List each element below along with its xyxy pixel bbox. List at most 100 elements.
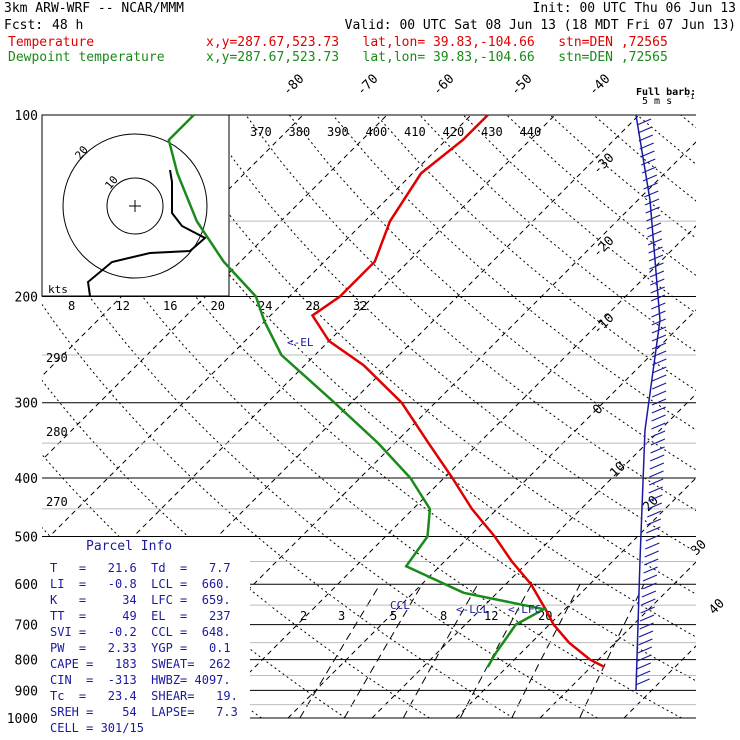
wind-barb xyxy=(651,326,667,334)
parcel-row: LI = -0.8 LCL = 660. xyxy=(50,577,231,591)
wind-barb xyxy=(651,302,666,310)
wind-barb xyxy=(649,462,665,470)
wind-barb xyxy=(636,118,652,126)
hodograph-trace xyxy=(86,169,207,297)
theta-label: 440 xyxy=(520,125,542,139)
wind-barb xyxy=(647,230,662,238)
pressure-label-100: 100 xyxy=(15,109,38,124)
isotherm xyxy=(42,115,556,629)
wind-barb xyxy=(646,518,662,526)
hodograph-speed-label: 8 xyxy=(68,299,75,313)
wind-barb xyxy=(642,174,658,182)
wind-barb xyxy=(643,182,658,190)
isotherm-label: -70 xyxy=(354,72,381,99)
forecast-hours: 48 h xyxy=(52,18,84,33)
wind-barb xyxy=(635,670,651,678)
wind-barb xyxy=(639,614,655,622)
dry-adiabat xyxy=(636,115,696,165)
dewpoint-profile xyxy=(167,114,548,668)
hodograph-speed-label: 12 xyxy=(116,299,130,313)
pressure-label-900: 900 xyxy=(15,684,38,699)
parcel-row: Tc = 23.4 SHEAR= 19. xyxy=(50,689,238,703)
wind-barb xyxy=(645,542,660,550)
dewpoint-legend-label: Dewpoint temperature xyxy=(8,50,165,65)
wind-barb xyxy=(642,574,658,582)
wind-barb xyxy=(648,486,663,494)
wind-barb xyxy=(650,294,666,302)
wind-barb xyxy=(651,406,667,414)
sounding-profiles xyxy=(167,114,606,669)
hodograph-speed-label: 28 xyxy=(306,299,320,313)
isotherm xyxy=(119,141,696,719)
parcel-info-title: Parcel Info xyxy=(86,539,173,554)
wind-barb xyxy=(652,358,667,366)
wind-barb xyxy=(643,558,659,566)
parcel-row: SREH = 54 LAPSE= 7.3 xyxy=(50,705,238,719)
theta-label: 280 xyxy=(46,425,68,439)
wind-barb xyxy=(637,646,653,654)
isotherm xyxy=(708,115,740,718)
wind-barb xyxy=(647,238,663,246)
hodograph-ring xyxy=(106,177,164,235)
wind-barb xyxy=(651,318,666,326)
theta-label: 270 xyxy=(46,495,68,509)
wind-barb xyxy=(647,510,662,518)
parcel-info-panel: Parcel Info T = 21.6 Td = 7.7 LI = -0.8 … xyxy=(42,537,250,735)
level-annotation: <-EL xyxy=(287,336,314,349)
isotherm-label: -50 xyxy=(508,72,535,99)
wind-barb xyxy=(651,390,667,398)
hodograph-speed-label: 16 xyxy=(163,299,177,313)
model-title: 3km ARW-WRF -- NCAR/MMM xyxy=(4,1,185,16)
temperature-location: x,y=287.67,523.73 lat,lon= 39.83,-104.66… xyxy=(206,35,668,50)
dry-adiabat xyxy=(375,115,696,392)
parcel-row: CAPE = 183 SWEAT= 262 xyxy=(50,657,231,671)
isotherm-label: 30 xyxy=(688,537,710,559)
level-annotation: CCL xyxy=(390,599,410,612)
forecast-label: Fcst: xyxy=(4,18,44,33)
isotherm-label: -40 xyxy=(586,72,613,99)
level-annotation: <-LFC xyxy=(508,603,541,616)
dry-adiabat xyxy=(680,115,696,129)
mixing-ratio-label: 3 xyxy=(338,609,345,623)
wind-barb xyxy=(649,262,664,270)
pressure-label-400: 400 xyxy=(15,472,38,487)
isotherm xyxy=(371,393,696,719)
wind-barbs: Full barb:5 m s -1 xyxy=(635,87,696,691)
wind-barb xyxy=(646,222,662,230)
barb-legend-title: Full barb: xyxy=(636,87,696,98)
wind-barb xyxy=(647,502,663,510)
dewpoint-location: x,y=287.67,523.73 lat,lon= 39.83,-104.66… xyxy=(206,50,668,65)
wind-barb xyxy=(640,606,655,614)
level-annotation: <-LCL xyxy=(456,603,489,616)
theta-labels: 370 380 390 400 410 420 430 440 290 280 270 xyxy=(46,125,541,509)
mixing-ratio-label: 5 xyxy=(390,609,397,623)
wind-barb xyxy=(648,254,664,262)
wind-barb xyxy=(644,550,659,558)
mixing-ratio-label: 8 xyxy=(440,609,447,623)
theta-label: 380 xyxy=(289,125,311,139)
init-time: Init: 00 UTC Thu 06 Jun 13 xyxy=(532,1,737,16)
wind-barb xyxy=(651,422,666,430)
pressure-axis-labels: 100 200 300 400 500 600 700 800 900 1000 xyxy=(7,109,38,727)
mixing-ratio-labels: 2 3 5 8 12 20 xyxy=(300,609,552,623)
wind-barb xyxy=(638,630,654,638)
mixing-ratio-label: 20 xyxy=(538,609,552,623)
parcel-row: TT = 49 EL = 237 xyxy=(50,609,231,623)
dry-adiabat xyxy=(245,115,696,512)
mixing-ratio-label: 12 xyxy=(484,609,498,623)
wind-barb xyxy=(641,590,657,598)
parcel-row: K = 34 LFC = 659. xyxy=(50,593,231,607)
parcel-row: CIN = -313 HWBZ= 4097. xyxy=(50,673,231,687)
dry-adiabat xyxy=(332,115,696,431)
hodograph-speed-label: 32 xyxy=(353,299,367,313)
mixing-ratio-label: 2 xyxy=(300,609,307,623)
pressure-label-500: 500 xyxy=(15,530,38,545)
pressure-label-300: 300 xyxy=(15,397,38,412)
isotherm-label: -60 xyxy=(430,72,457,99)
wind-barb xyxy=(651,310,666,318)
isotherm-label: 40 xyxy=(706,596,728,618)
wind-barb xyxy=(638,638,653,646)
wind-barb xyxy=(648,246,663,254)
